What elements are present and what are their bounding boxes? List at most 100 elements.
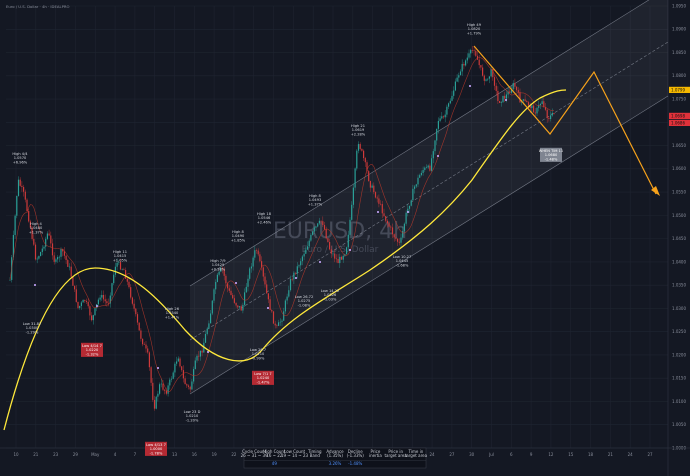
candle-body xyxy=(33,238,35,245)
candle-body xyxy=(152,382,154,400)
annotation-text: High 4/4 xyxy=(12,152,28,156)
candle-body xyxy=(286,296,288,301)
candle-body xyxy=(12,234,14,258)
candle-body xyxy=(543,101,545,108)
candle-body xyxy=(128,281,130,288)
annotation-text: -1.48% xyxy=(545,157,558,161)
candle-body xyxy=(148,352,150,368)
candle-body xyxy=(172,372,174,379)
candle-body xyxy=(68,266,71,268)
candle-body xyxy=(465,60,467,66)
candle-body xyxy=(119,262,122,270)
candle-body xyxy=(493,77,496,86)
annotation-label: Low 31.871.0300-1.29% xyxy=(23,322,42,334)
candle-body xyxy=(300,261,302,266)
candle-body xyxy=(23,187,25,192)
annotation-text: 1.0275 xyxy=(298,299,311,303)
candle-body xyxy=(218,271,220,275)
candle-body xyxy=(80,302,82,306)
candle-body xyxy=(449,100,451,104)
candle-body xyxy=(451,95,453,101)
candle-body xyxy=(259,254,261,262)
candle-body xyxy=(414,186,416,189)
candle-body xyxy=(182,370,184,379)
candle-body xyxy=(364,158,366,163)
candle-body xyxy=(407,208,409,213)
annotation-text: 1.0240 xyxy=(257,376,270,380)
candle-body xyxy=(502,95,504,103)
candle-body xyxy=(456,77,458,82)
candle-body xyxy=(41,248,43,253)
candle-body xyxy=(519,92,521,103)
x-tick-label: 4 xyxy=(114,452,117,457)
candle-body xyxy=(527,102,530,106)
candle-body xyxy=(322,221,324,226)
cycle-marker xyxy=(267,307,269,309)
candle-body xyxy=(70,266,72,277)
candle-body xyxy=(174,363,176,373)
candle-body xyxy=(109,295,111,304)
candle-body xyxy=(313,227,315,232)
annotation-text: High 18 xyxy=(257,212,272,216)
annotation-label: Low 7/1 71.0240-1.47% xyxy=(252,370,274,385)
candle-body xyxy=(26,199,28,212)
x-tick-label: 16 xyxy=(192,452,198,457)
candle-body xyxy=(323,225,326,230)
stats-table-header: Timing xyxy=(307,449,322,454)
y-tick-label: 1.0050 xyxy=(672,422,686,427)
candle-body xyxy=(21,185,23,188)
candle-body xyxy=(104,299,106,302)
candle-body xyxy=(189,386,191,390)
stats-table-header: Low Count xyxy=(284,449,305,454)
candle-body xyxy=(72,276,74,286)
candle-body xyxy=(215,281,217,290)
candle-body xyxy=(232,295,234,299)
candle-body xyxy=(199,350,201,357)
candle-body xyxy=(320,220,322,222)
candle-body xyxy=(419,175,421,178)
candle-body xyxy=(390,226,392,228)
candle-body xyxy=(497,90,499,102)
candle-body xyxy=(135,308,137,315)
candle-body xyxy=(164,389,166,391)
stats-table-header: (-1.33%) xyxy=(347,453,365,458)
candle-body xyxy=(118,262,120,263)
annotation-text: 1.0415 xyxy=(114,254,127,258)
annotation-label: High 261.0340+1.41% xyxy=(165,307,180,319)
candle-body xyxy=(97,299,99,305)
stats-table-header: inertia xyxy=(369,453,382,458)
candle-body xyxy=(16,195,18,216)
stats-table-header: Price in xyxy=(388,449,403,454)
candle-body xyxy=(84,299,86,301)
annotation-text: 1.0680 xyxy=(545,153,558,157)
candle-body xyxy=(444,114,446,118)
candle-body xyxy=(517,90,519,93)
candle-body xyxy=(342,255,344,260)
candle-body xyxy=(538,105,540,108)
candle-body xyxy=(136,314,139,323)
candle-body xyxy=(317,223,319,227)
candle-body xyxy=(288,290,290,297)
candle-body xyxy=(380,203,382,205)
candle-body xyxy=(108,303,110,304)
regression-channel-line xyxy=(189,0,650,287)
candle-body xyxy=(553,112,555,114)
x-tick-label: 12 xyxy=(548,452,554,457)
y-tick-label: 1.0850 xyxy=(672,50,686,55)
candle-body xyxy=(436,128,438,141)
candle-body xyxy=(495,85,497,91)
candle-body xyxy=(356,150,358,169)
annotation-text: 1.0820 xyxy=(468,27,481,31)
candle-body xyxy=(181,366,183,371)
cycle-marker xyxy=(34,284,36,286)
annotation-label: High 41.0480+1.37% xyxy=(29,222,44,234)
chart-header: Euro / U.S. Dollar · 4h · IDEALPRO xyxy=(6,4,70,9)
candle-body xyxy=(143,344,145,345)
candle-body xyxy=(340,256,343,260)
price-tag-text: 1.0799 xyxy=(671,88,685,93)
candle-body xyxy=(55,259,57,262)
candle-body xyxy=(160,383,162,385)
candle-body xyxy=(483,75,485,81)
annotation-box xyxy=(145,441,167,456)
